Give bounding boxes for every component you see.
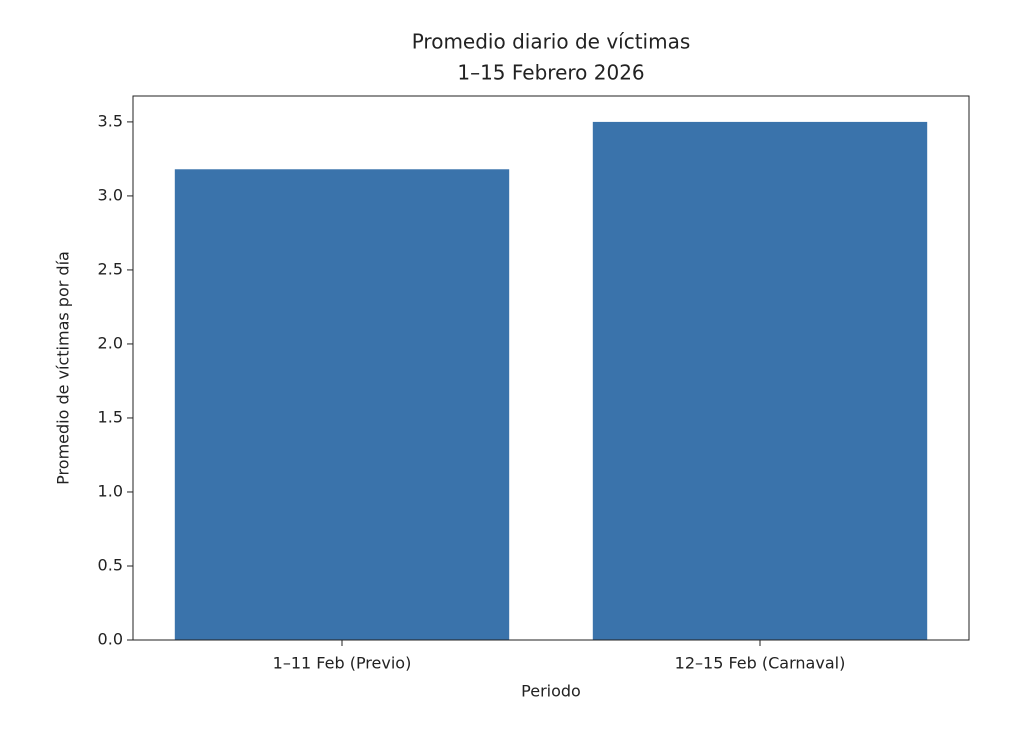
x-axis-label: Periodo [521,682,581,701]
y-tick-label: 0.0 [98,630,123,649]
plot-frame [132,95,970,641]
chart-title: Promedio diario de víctimas [412,30,691,54]
y-tick-label: 1.5 [98,407,123,426]
y-tick-label: 0.5 [98,555,123,574]
bar [174,169,510,640]
chart-subtitle: 1–15 Febrero 2026 [457,61,644,85]
y-tick-label: 2.0 [98,333,123,352]
y-tick-label: 2.5 [98,259,123,278]
x-tick-label: 1–11 Feb (Previo) [273,654,412,673]
y-tick-label: 3.5 [98,111,123,130]
x-tick-label: 12–15 Feb (Carnaval) [675,654,846,673]
y-tick-label: 3.0 [98,185,123,204]
y-axis-label: Promedio de víctimas por día [54,251,73,485]
y-tick-label: 1.0 [98,481,123,500]
bar [592,121,928,640]
